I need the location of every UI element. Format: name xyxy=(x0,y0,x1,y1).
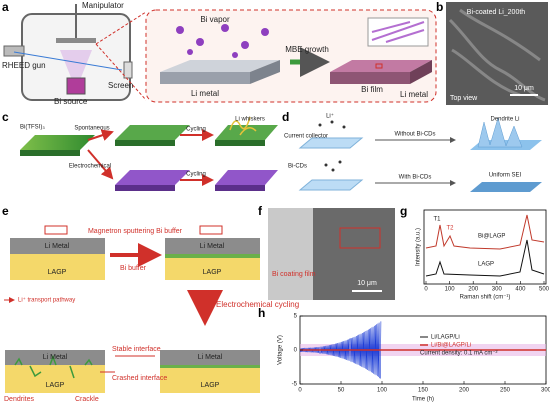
label: Li Metal xyxy=(200,243,225,250)
panel-a-art xyxy=(3,4,437,103)
label: LAGP xyxy=(201,382,220,389)
x-tick-label: 0 xyxy=(424,287,428,293)
sem-coating xyxy=(268,208,313,300)
scale-bar xyxy=(510,94,538,96)
label: Crashed interface xyxy=(112,375,167,382)
label: Bi vapor xyxy=(200,15,230,24)
panel-label: b xyxy=(436,0,443,14)
label: With Bi-CDs xyxy=(399,175,432,181)
label: Electrochemical xyxy=(69,164,111,170)
x-tick-label: 200 xyxy=(459,388,470,394)
label: Li Metal xyxy=(45,243,70,250)
panel-label: e xyxy=(2,204,9,218)
note: Current density: 0.1 mA cm⁻² xyxy=(420,351,498,357)
panel-label: c xyxy=(2,110,9,124)
x-tick-label: 400 xyxy=(515,287,526,293)
x-tick-label: 100 xyxy=(377,388,388,394)
x-tick-label: 0 xyxy=(298,388,302,394)
raman-curve xyxy=(425,214,545,250)
y-axis-label: Intensity (a.u.) xyxy=(416,228,422,266)
scale-bar xyxy=(352,290,382,292)
label: Li Metal xyxy=(198,354,223,361)
label: Li Metal xyxy=(43,354,68,361)
label: Without Bi-CDs xyxy=(394,132,435,138)
x-tick-label: 50 xyxy=(338,388,345,394)
panel-c-art xyxy=(20,116,278,191)
label: Magnetron sputtering Bi buffer xyxy=(88,228,183,235)
panel-label: d xyxy=(282,110,289,124)
label: Electrochemical cycling xyxy=(216,300,299,309)
label: Li metal xyxy=(191,89,219,98)
label: Bi(TFSI)₃ xyxy=(20,125,45,131)
label: RHEED gun xyxy=(2,61,46,70)
label: LAGP xyxy=(46,382,65,389)
label: Current collector xyxy=(284,134,328,140)
label: Li⁺ transport pathway xyxy=(18,297,75,304)
raman-curve xyxy=(425,239,545,277)
x-tick-label: 100 xyxy=(445,287,456,293)
x-axis-label: Raman shift (cm⁻¹) xyxy=(460,295,511,301)
label: Top view xyxy=(450,95,478,102)
label: Bi source xyxy=(54,97,88,106)
label: T2 xyxy=(446,226,454,232)
label: LAGP xyxy=(203,269,222,276)
label: 10 μm xyxy=(514,85,534,92)
label: Stable interface xyxy=(112,346,161,353)
sem-texture xyxy=(448,8,546,102)
zoom-box xyxy=(339,227,381,249)
label: T1 xyxy=(433,217,441,223)
y-tick-label: 0 xyxy=(294,348,298,354)
legend-entry: Li/Bi@LAGP/Li xyxy=(431,343,471,349)
label: Spontaneous xyxy=(74,126,109,132)
panel-label: h xyxy=(258,306,265,320)
label: Cycling xyxy=(186,172,206,178)
label: Bi coating film xyxy=(272,271,316,278)
y-tick-label: -5 xyxy=(292,382,298,388)
label: 10 μm xyxy=(357,280,377,287)
label: Bi-coated Li_200th xyxy=(467,9,525,16)
label: Manipulator xyxy=(82,1,124,10)
x-axis-label: Time (h) xyxy=(412,397,434,403)
label: MBE growth xyxy=(285,45,329,54)
legend-entry: Li/LAGP/Li xyxy=(431,335,460,341)
panel-e-art xyxy=(4,225,260,393)
label: Bi film xyxy=(361,85,383,94)
panel-label: g xyxy=(400,204,407,218)
label: Li⁺ xyxy=(326,113,334,120)
x-tick-label: 300 xyxy=(541,388,550,394)
legend-entry: Bi@LAGP xyxy=(478,234,505,240)
label: Crackle xyxy=(75,396,99,403)
label: Dendrites xyxy=(4,396,34,403)
panel-label: f xyxy=(258,204,263,218)
label: Cycling xyxy=(186,127,206,133)
label: Li whiskers xyxy=(235,117,265,123)
x-tick-label: 500 xyxy=(539,287,550,293)
panel-d-art xyxy=(298,117,542,192)
y-tick-label: 5 xyxy=(294,314,298,320)
panel-label: a xyxy=(2,0,9,14)
x-tick-label: 250 xyxy=(500,388,511,394)
label: LAGP xyxy=(48,269,67,276)
label: Bi buffer xyxy=(120,265,147,272)
label: Screen xyxy=(108,81,133,90)
x-tick-label: 200 xyxy=(468,287,479,293)
x-tick-label: 300 xyxy=(492,287,503,293)
y-axis-label: Voltage (V) xyxy=(278,335,284,365)
label: Li metal xyxy=(400,90,428,99)
label: Dendrite Li xyxy=(490,117,519,123)
x-tick-label: 150 xyxy=(418,388,429,394)
label: Uniform SEI xyxy=(489,173,522,179)
label: Bi-CDs xyxy=(288,164,307,170)
legend-entry: LAGP xyxy=(478,262,494,268)
